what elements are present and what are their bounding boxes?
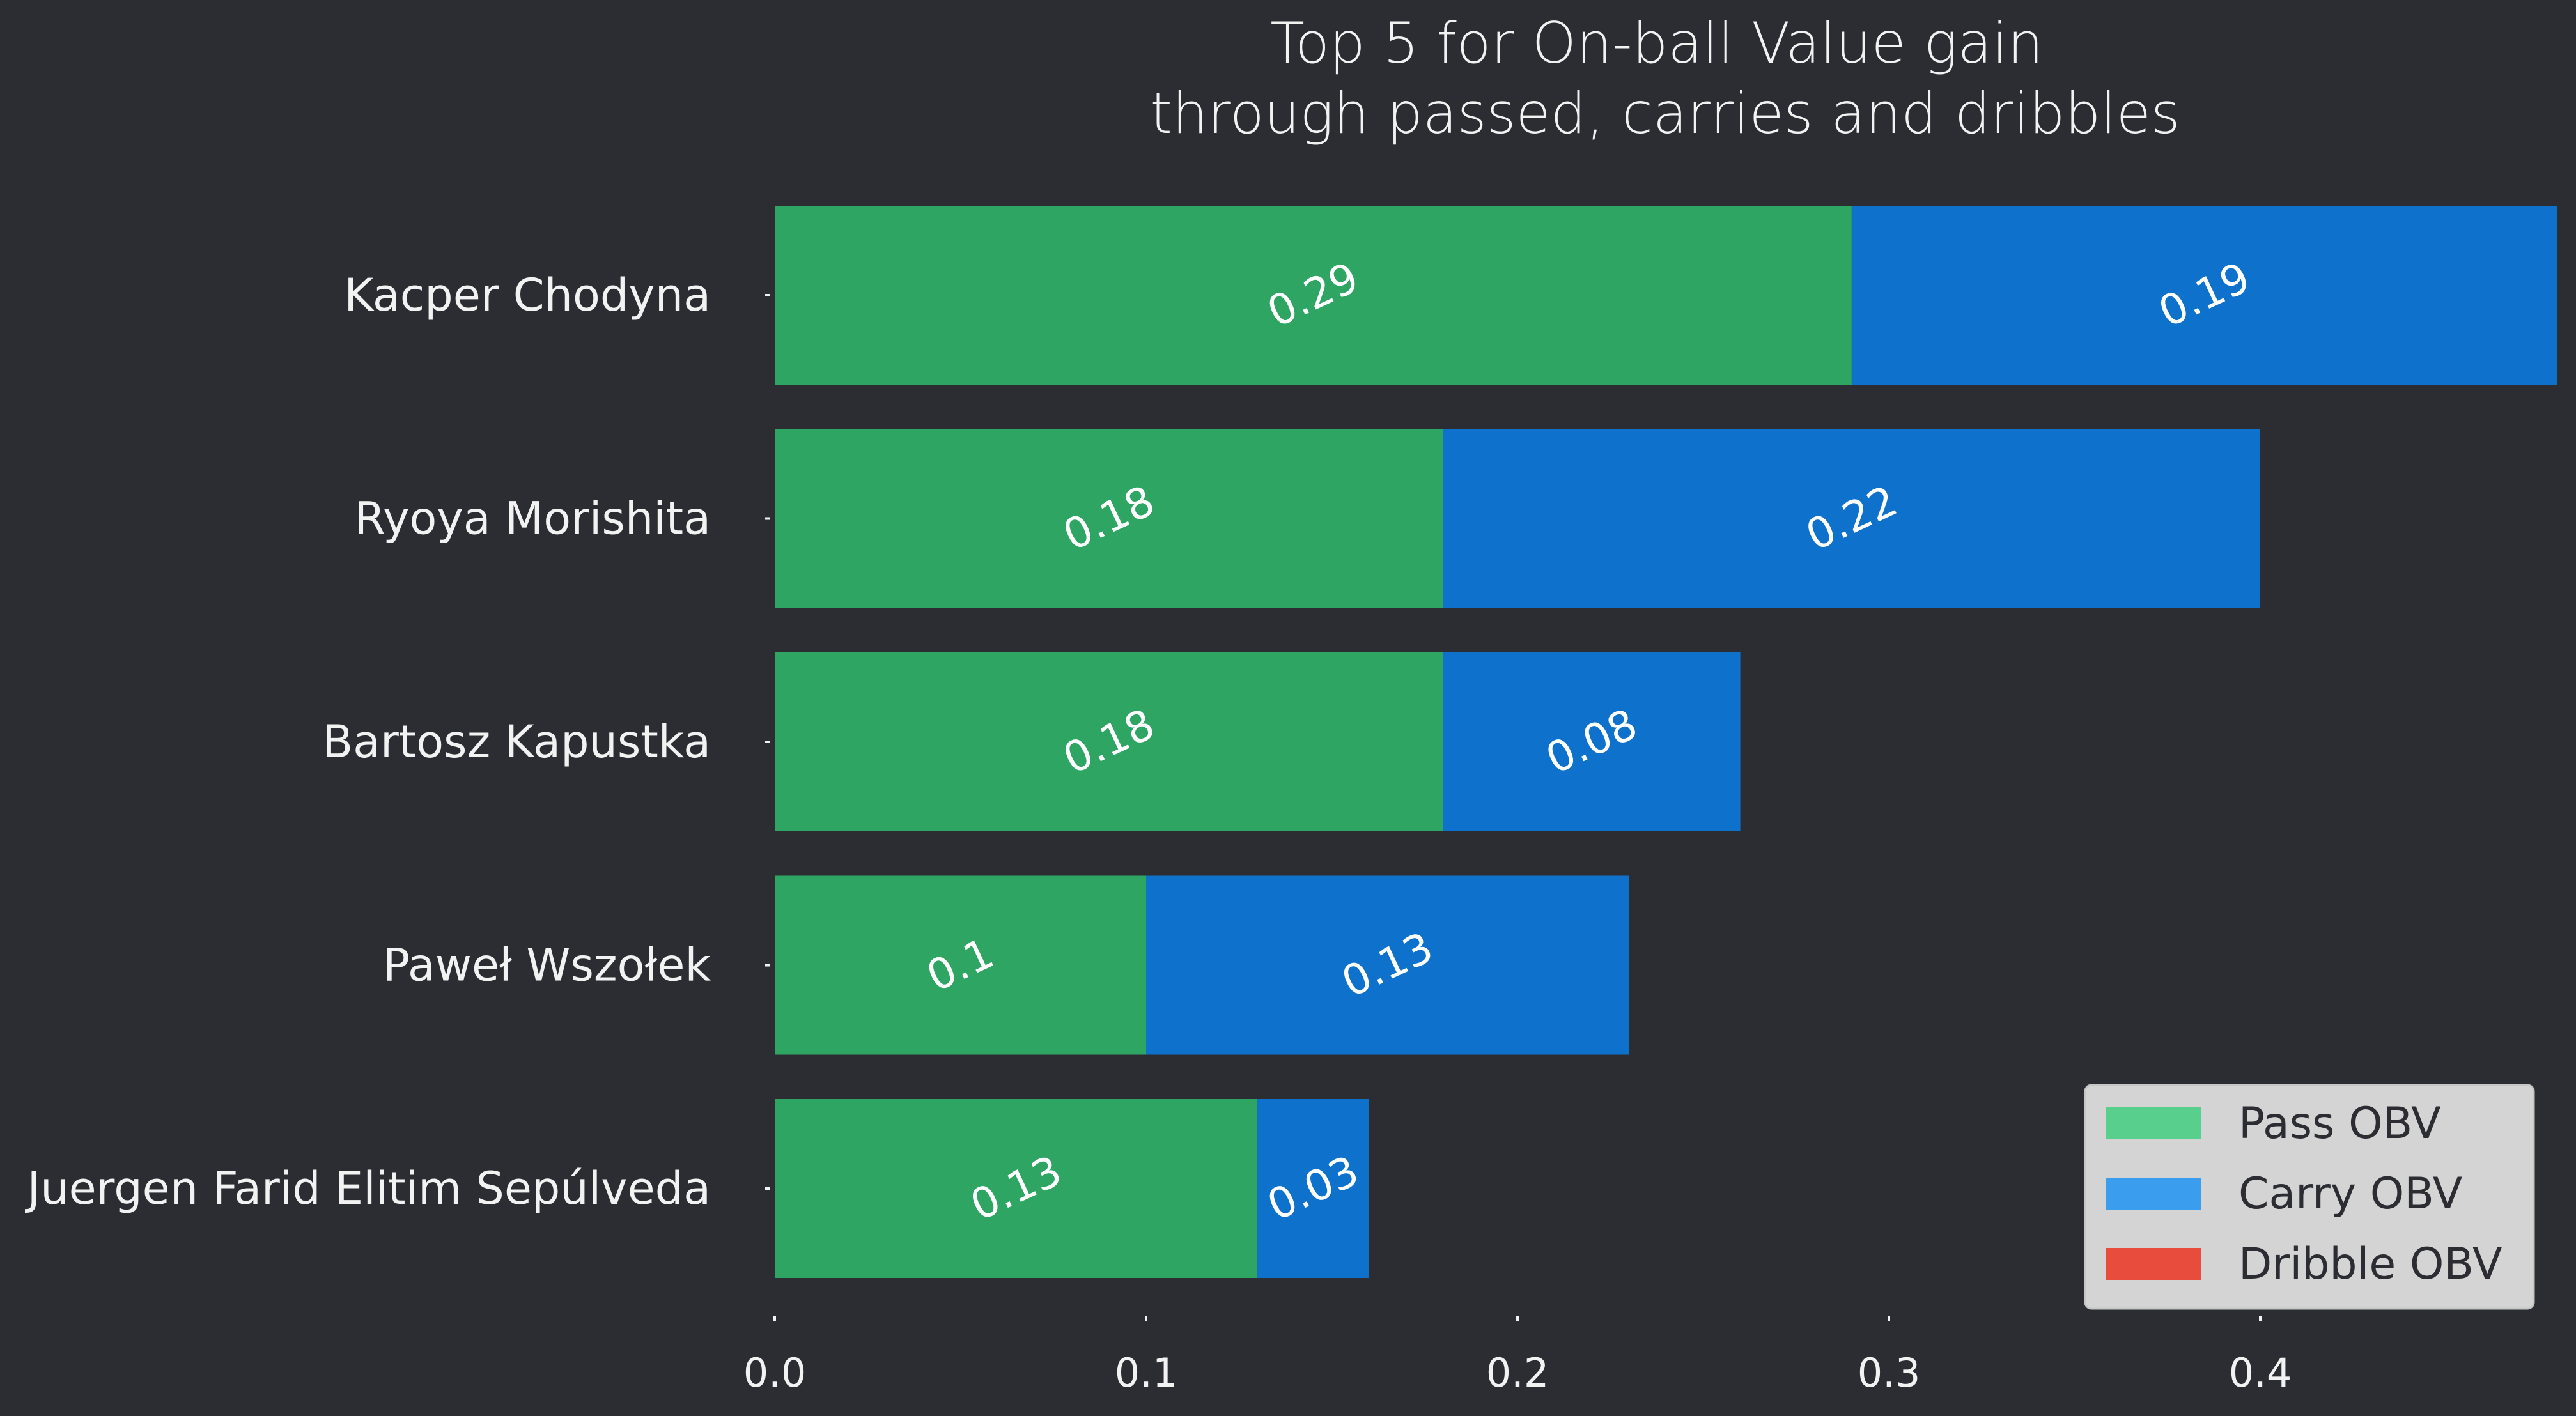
y-tick-label-4: Paweł Wszołek	[383, 939, 711, 992]
x-axis: 0.0 0.1 0.2 0.3 0.4	[743, 1316, 2292, 1396]
bar-pass-obv-1	[775, 206, 1852, 385]
bar-pass-obv-2	[775, 429, 1443, 608]
y-tick-label-3: Bartosz Kapustka	[322, 716, 711, 768]
x-tick-label-2: 0.2	[1486, 1350, 1549, 1396]
y-tick-label-5: Juergen Farid Elitim Sepúlveda	[25, 1162, 711, 1215]
bar-carry-obv-3	[1443, 652, 1741, 831]
y-axis: Kacper Chodyna Ryoya Morishita Bartosz Kap…	[25, 269, 770, 1215]
y-tick-label-1: Kacper Chodyna	[344, 269, 711, 321]
legend-label-carry-obv: Carry OBV	[2238, 1169, 2462, 1219]
legend-items: Pass OBV Carry OBV Dribble OBV	[2106, 1098, 2502, 1289]
legend-label-pass-obv: Pass OBV	[2238, 1098, 2441, 1149]
x-tick-label-3: 0.3	[1858, 1350, 1921, 1396]
legend-swatch-pass-obv	[2106, 1107, 2201, 1139]
legend-swatch-carry-obv	[2106, 1178, 2201, 1210]
bar-pass-obv-4	[775, 875, 1146, 1055]
bar-carry-obv-4	[1146, 875, 1629, 1055]
x-tick-label-4: 0.4	[2229, 1350, 2292, 1396]
legend: Pass OBV Carry OBV Dribble OBV	[2084, 1084, 2535, 1310]
chart-subtitle: through passed, carries and dribbles	[1150, 81, 2180, 146]
legend-label-dribble-obv: Dribble OBV	[2238, 1239, 2502, 1289]
x-tick-label-1: 0.1	[1115, 1350, 1178, 1396]
bar-carry-obv-2	[1443, 429, 2260, 608]
y-tick-label-2: Ryoya Morishita	[354, 493, 711, 545]
bar-carry-obv-5	[1257, 1099, 1369, 1278]
bar-pass-obv-3	[775, 652, 1443, 831]
bar-group	[775, 206, 2557, 1278]
bar-pass-obv-5	[775, 1099, 1258, 1278]
bar-carry-obv-1	[1851, 206, 2557, 385]
chart-title: Top 5 for On-ball Value gain	[1270, 10, 2043, 76]
legend-swatch-dribble-obv	[2106, 1248, 2201, 1280]
x-tick-label-0: 0.0	[743, 1350, 807, 1396]
